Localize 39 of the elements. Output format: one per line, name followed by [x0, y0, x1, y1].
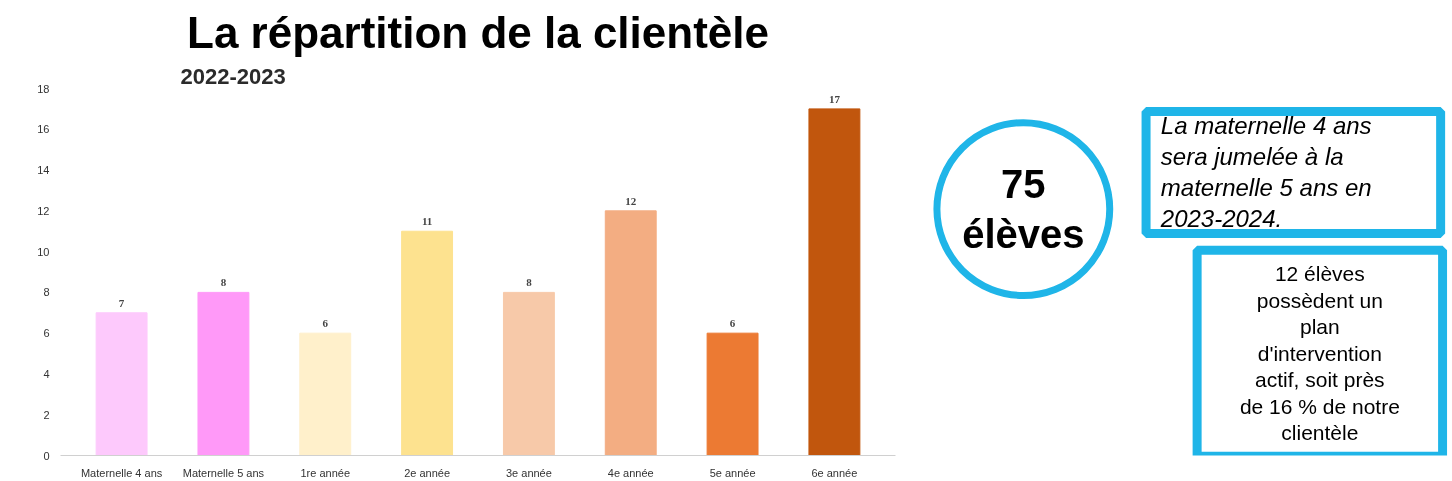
x-tick-label: Maternelle 5 ans: [182, 466, 265, 479]
x-tick-label: 6e année: [811, 466, 858, 479]
y-tick-label: 18: [37, 82, 50, 95]
bar: [95, 312, 148, 456]
x-tick-label: 1re année: [300, 466, 351, 479]
y-tick-label: 0: [43, 449, 50, 462]
text: 12 élèves possèdent un plan d'intervention actif, soit près de 16 % de notre clientèle: [1239, 262, 1400, 445]
chart-title: La répartition de la clientèle: [187, 7, 769, 57]
y-tick-label: 10: [37, 245, 50, 258]
y-tick-label: 2: [43, 408, 50, 421]
chart-subtitle: 2022-2023: [180, 63, 286, 89]
y-tick-label: 8: [43, 286, 50, 299]
x-tick-label: 4e année: [607, 466, 654, 479]
bar: [299, 332, 352, 456]
bar: [706, 332, 759, 456]
x-tick-label: 2e année: [404, 466, 451, 479]
data-label: 6: [322, 317, 329, 330]
x-tick-label: 5e année: [709, 466, 756, 479]
bar: [401, 230, 454, 456]
data-label: 11: [421, 215, 433, 228]
data-label: 6: [729, 317, 736, 330]
y-tick-label: 16: [37, 123, 50, 136]
y-tick-label: 12: [37, 204, 50, 217]
bar: [502, 291, 555, 456]
bar: [197, 291, 250, 456]
data-label: 8: [220, 276, 227, 289]
text: La maternelle 4 ans sera jumelée à la maternelle 5 ans en 2023-2024.: [1159, 112, 1372, 233]
y-tick-label: 4: [43, 367, 50, 380]
data-label: 12: [625, 194, 637, 207]
data-label: 17: [828, 92, 841, 105]
x-tick-label: 3e année: [505, 466, 552, 479]
x-tick-label: Maternelle 4 ans: [80, 466, 163, 479]
bar: [604, 210, 657, 456]
y-tick-label: 14: [37, 164, 50, 177]
y-tick-label: 6: [43, 327, 50, 340]
data-label: 8: [526, 276, 533, 289]
bar: [808, 108, 861, 456]
data-label: 7: [118, 296, 125, 309]
text: 75 élèves: [962, 161, 1085, 257]
